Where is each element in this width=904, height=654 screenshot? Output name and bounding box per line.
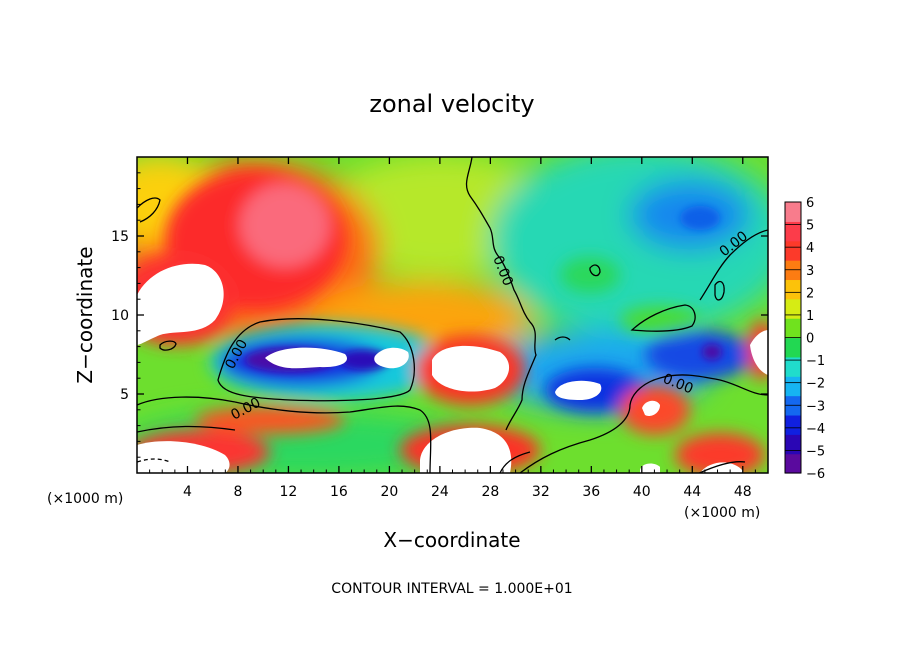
colorbar: 6 5 4 3 2 1 0 −1 −2 −3 −4 −5 −6 <box>784 196 825 482</box>
y-tick-label: 10 <box>111 308 129 324</box>
chart-title: zonal velocity <box>369 90 534 118</box>
colorbar-label: 6 <box>806 196 814 211</box>
colorbar-label: 2 <box>806 286 814 301</box>
colorbar-swatch <box>785 376 801 397</box>
x-tick-label: 4 <box>183 484 192 500</box>
y-tick-label: 15 <box>111 229 129 245</box>
colorbar-swatch <box>785 414 801 435</box>
x-tick-label: 16 <box>330 484 348 500</box>
heatmap-white-cores <box>137 263 768 473</box>
colorbar-swatch <box>785 453 801 474</box>
heatmap-field <box>137 157 768 473</box>
colorbar-label: 1 <box>806 309 814 324</box>
colorbar-swatch <box>785 240 801 261</box>
x-tick-label: 8 <box>233 484 242 500</box>
x-tick-label: 20 <box>380 484 398 500</box>
colorbar-swatch <box>785 434 801 455</box>
x-tick-label: 32 <box>532 484 550 500</box>
x-tick-label: 48 <box>734 484 752 500</box>
x-tick-label: 36 <box>582 484 600 500</box>
colorbar-label: −6 <box>806 467 825 482</box>
colorbar-label: 5 <box>806 219 814 234</box>
zero-contours <box>137 157 768 473</box>
colorbar-label: 4 <box>806 241 814 256</box>
colorbar-label: −4 <box>806 422 825 437</box>
x-axis-label: X−coordinate <box>383 528 520 552</box>
y-axis: 5 10 15 <box>111 172 768 458</box>
x-axis: 4 8 12 16 20 24 28 32 36 40 44 48 <box>149 157 756 500</box>
contour-interval-note: CONTOUR INTERVAL = 1.000E+01 <box>331 581 572 597</box>
colorbar-swatch <box>785 202 801 222</box>
y-tick-label: 5 <box>120 387 129 403</box>
colorbar-swatch <box>785 337 801 358</box>
colorbar-label: 0 <box>806 332 814 347</box>
colorbar-label: −5 <box>806 444 825 459</box>
x-tick-label: 12 <box>280 484 298 500</box>
x-tick-label: 28 <box>481 484 499 500</box>
colorbar-label: −2 <box>806 377 825 392</box>
x-tick-label: 44 <box>683 484 701 500</box>
colorbar-swatch <box>785 356 801 377</box>
x-axis-unit: (×1000 m) <box>47 491 123 507</box>
x-tick-label: 40 <box>633 484 651 500</box>
y-axis-unit: (×1000 m) <box>684 505 760 521</box>
colorbar-swatch <box>785 318 801 339</box>
colorbar-label: −1 <box>806 354 825 369</box>
colorbar-swatch <box>785 221 801 242</box>
colorbar-swatch <box>785 298 801 319</box>
x-tick-label: 24 <box>431 484 449 500</box>
colorbar-swatch <box>785 279 801 300</box>
y-axis-label: Z−coordinate <box>73 246 97 383</box>
colorbar-label: 3 <box>806 264 814 279</box>
colorbar-label: −3 <box>806 399 825 414</box>
